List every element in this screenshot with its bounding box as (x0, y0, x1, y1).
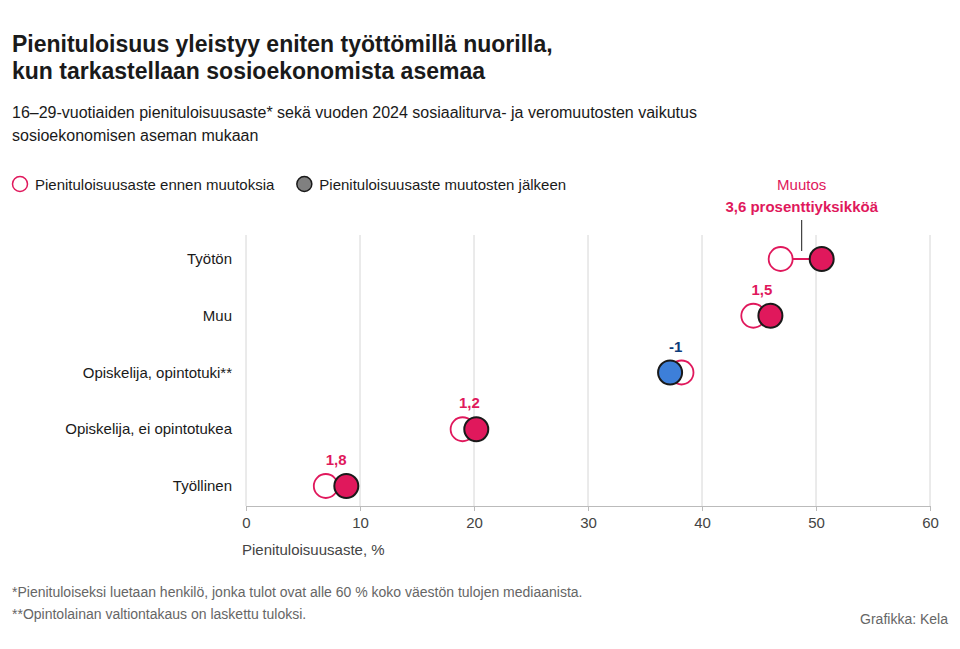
data-label: -1 (669, 338, 682, 355)
tick-mark (588, 506, 589, 511)
annotation-leader (801, 220, 802, 251)
point-before (769, 247, 793, 271)
tick: 40 (694, 506, 711, 531)
legend: Pienituloisuusaste ennen muutoksia Pienit… (13, 176, 567, 193)
tick: 60 (922, 506, 939, 531)
category-label: Opiskelija, ei opintotukea (65, 420, 232, 437)
point-after (810, 247, 834, 271)
grid-line (702, 235, 703, 506)
annotation-title: Muutos (777, 176, 826, 193)
tick: 0 (242, 506, 250, 531)
title: kun tarkastellaan sosioekonomista asemaa (12, 58, 485, 84)
category-label: Muu (203, 307, 232, 324)
tick-mark (930, 506, 931, 511)
category-label: Työllinen (173, 477, 232, 494)
point-after (464, 417, 488, 441)
category-label: Opiskelija, opintotuki** (83, 364, 232, 381)
tick-mark (246, 506, 247, 511)
tick: 30 (580, 506, 597, 531)
point-after (658, 361, 682, 385)
tick-label: 20 (466, 514, 483, 531)
legend-marker (297, 177, 312, 192)
grid-line (474, 235, 475, 506)
tick: 50 (808, 506, 825, 531)
data-label: 1,8 (326, 451, 347, 468)
grid-line (246, 235, 247, 506)
tick: 10 (352, 506, 369, 531)
data-label: 1,5 (751, 281, 772, 298)
data-label: 1,2 (459, 394, 480, 411)
tick-mark (816, 506, 817, 511)
category-label: Työtön (187, 250, 232, 267)
point-after (334, 474, 358, 498)
tick-mark (474, 506, 475, 511)
marks (314, 247, 834, 498)
grid (246, 235, 930, 506)
tick-label: 40 (694, 514, 711, 531)
credit: Grafikka: Kela (860, 611, 948, 627)
title: Pienituloisuus yleistyy eniten työttömil… (12, 31, 553, 57)
footnote: *Pienituloiseksi luetaan henkilö, jonka … (12, 584, 582, 600)
grid-line (360, 235, 361, 506)
tick-mark (360, 506, 361, 511)
tick-label: 50 (808, 514, 825, 531)
grid-line (930, 235, 931, 506)
data-label: 3,6 prosenttiyksikköä (725, 198, 878, 215)
chart: Pienituloisuus yleistyy eniten työttömil… (0, 0, 960, 649)
footnote: **Opintolainan valtiontakaus on laskettu… (12, 606, 306, 622)
grid-line (816, 235, 817, 506)
subtitle: 16–29-vuotiaiden pienituloisuusaste* sek… (12, 104, 697, 121)
tick: 20 (466, 506, 483, 531)
tick-label: 60 (922, 514, 939, 531)
legend-label: Pienituloisuusaste ennen muutoksia (35, 176, 275, 193)
legend-label: Pienituloisuusaste muutosten jälkeen (319, 176, 566, 193)
subtitle: sosioekonomisen aseman mukaan (12, 127, 258, 144)
grid-line (588, 235, 589, 506)
tick-label: 30 (580, 514, 597, 531)
x-axis: 0 10 20 30 40 50 60 (242, 506, 939, 531)
x-axis-title: Pienituloisuusaste, % (242, 541, 385, 558)
point-after (758, 304, 782, 328)
axis-line (247, 507, 931, 512)
tick-label: 0 (242, 514, 250, 531)
legend-marker (13, 177, 28, 192)
tick-mark (702, 506, 703, 511)
tick-label: 10 (352, 514, 369, 531)
